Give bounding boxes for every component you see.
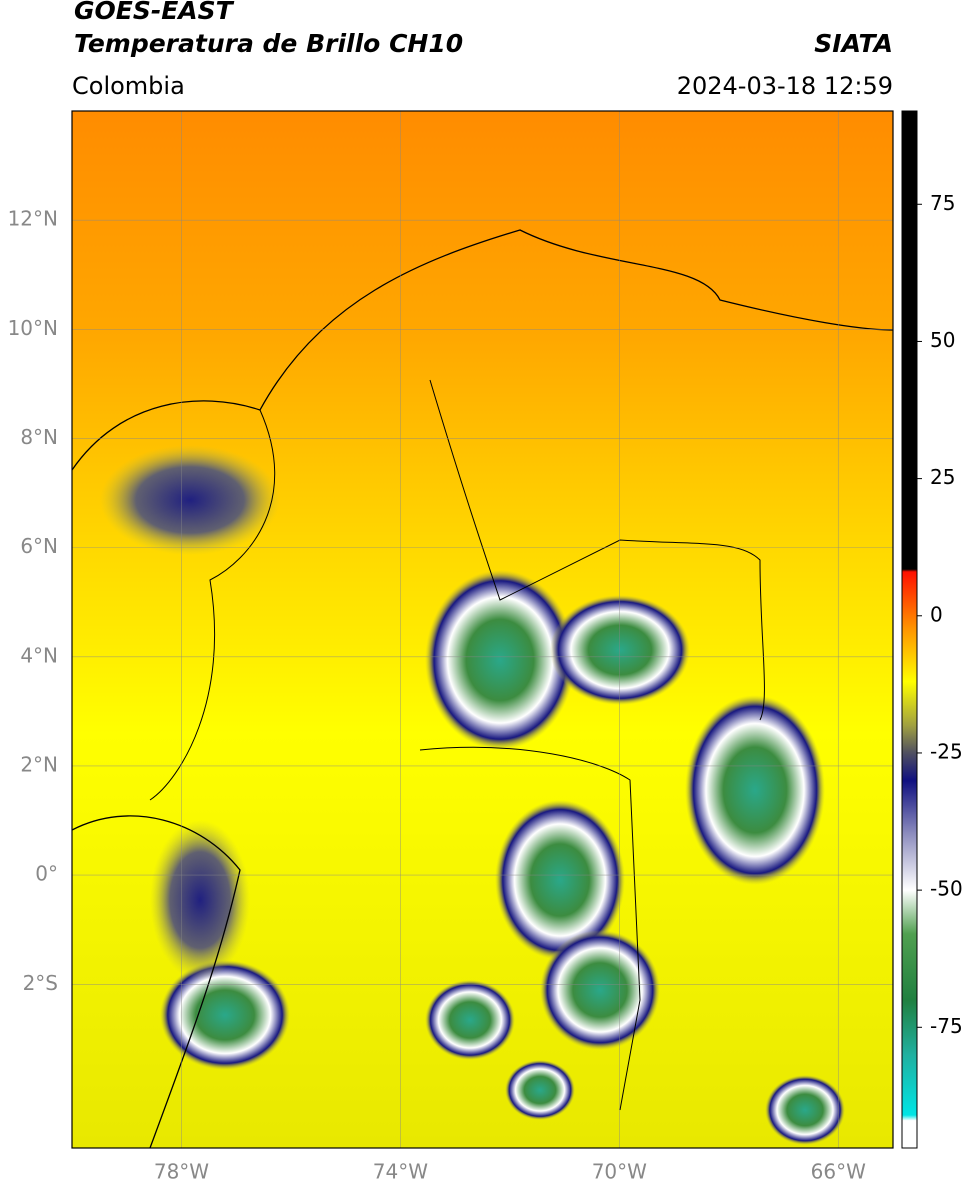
imagery <box>72 111 893 1148</box>
y-tick-label: 12°N <box>8 207 58 231</box>
map-frame <box>71 110 894 1149</box>
colorbar-tick-label: 0 <box>930 602 943 626</box>
colorbar-tick-label: -25 <box>930 739 963 763</box>
colorbar-tick-label: 75 <box>930 191 955 215</box>
subtitle: Temperatura de Brillo CH10 <box>74 29 463 58</box>
y-tick-label: 0° <box>35 862 58 886</box>
title: GOES-EAST <box>74 0 235 25</box>
colorbar-tick-label: 25 <box>930 465 955 489</box>
colorbar-tick-label: 50 <box>930 328 955 352</box>
y-tick-label: 4°N <box>20 643 58 667</box>
region: Colombia <box>72 72 185 100</box>
source: SIATA <box>814 29 893 58</box>
y-tick-label: 8°N <box>20 425 58 449</box>
datetime: 2024-03-18 12:59 <box>677 72 893 100</box>
y-tick-label: 2°S <box>23 971 58 995</box>
y-tick-label: 6°N <box>20 534 58 558</box>
colorbar-tick-label: -75 <box>930 1014 963 1038</box>
y-tick-label: 2°N <box>20 752 58 776</box>
colorbar-tick-label: -50 <box>930 877 963 901</box>
x-tick-label: 66°W <box>811 1160 866 1184</box>
x-tick-label: 74°W <box>373 1160 428 1184</box>
y-tick-label: 10°N <box>8 316 58 340</box>
x-tick-label: 70°W <box>592 1160 647 1184</box>
x-tick-label: 78°W <box>154 1160 209 1184</box>
colorbar <box>902 111 917 1148</box>
colorbar-frame <box>901 110 918 1149</box>
